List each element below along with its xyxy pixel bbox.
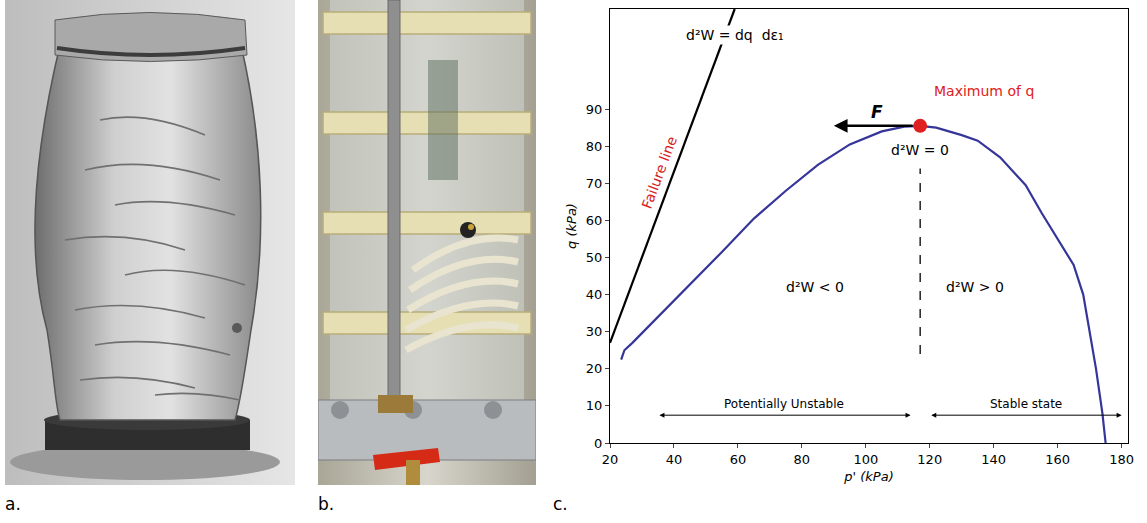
svg-text:40: 40 [666,452,683,467]
svg-text:80: 80 [586,139,603,154]
svg-text:10: 10 [586,398,603,413]
svg-text:60: 60 [730,452,747,467]
svg-text:30: 30 [586,324,603,339]
svg-text:70: 70 [586,176,603,191]
svg-text:40: 40 [586,287,603,302]
svg-text:20: 20 [602,452,619,467]
svg-text:Stable state: Stable state [990,397,1062,411]
svg-text:180: 180 [1109,452,1134,467]
svg-text:d²W = 0: d²W = 0 [891,142,949,158]
svg-text:20: 20 [586,361,603,376]
svg-text:100: 100 [853,452,878,467]
svg-text:Maximum of q: Maximum of q [934,83,1034,99]
svg-text:160: 160 [1045,452,1070,467]
svg-text:p' (kPa): p' (kPa) [843,469,893,484]
svg-text:90: 90 [586,102,603,117]
svg-text:Failure line: Failure line [639,134,680,211]
svg-text:d²W = dq dε₁: d²W = dq dε₁ [686,27,784,43]
svg-text:q (kPa): q (kPa) [564,203,579,249]
svg-text:Potentially Unstable: Potentially Unstable [724,397,844,411]
svg-text:F: F [871,102,883,122]
svg-text:d²W < 0: d²W < 0 [786,279,844,295]
svg-text:140: 140 [981,452,1006,467]
html-text:c.: c. [553,494,568,514]
svg-text:120: 120 [917,452,942,467]
svg-text:80: 80 [794,452,811,467]
svg-text:d²W > 0: d²W > 0 [946,279,1004,295]
html-text:a.: a. [5,494,21,514]
svg-text:0: 0 [594,436,602,451]
svg-text:60: 60 [586,213,603,228]
svg-text:50: 50 [586,250,603,265]
html-text:b.: b. [318,494,335,514]
